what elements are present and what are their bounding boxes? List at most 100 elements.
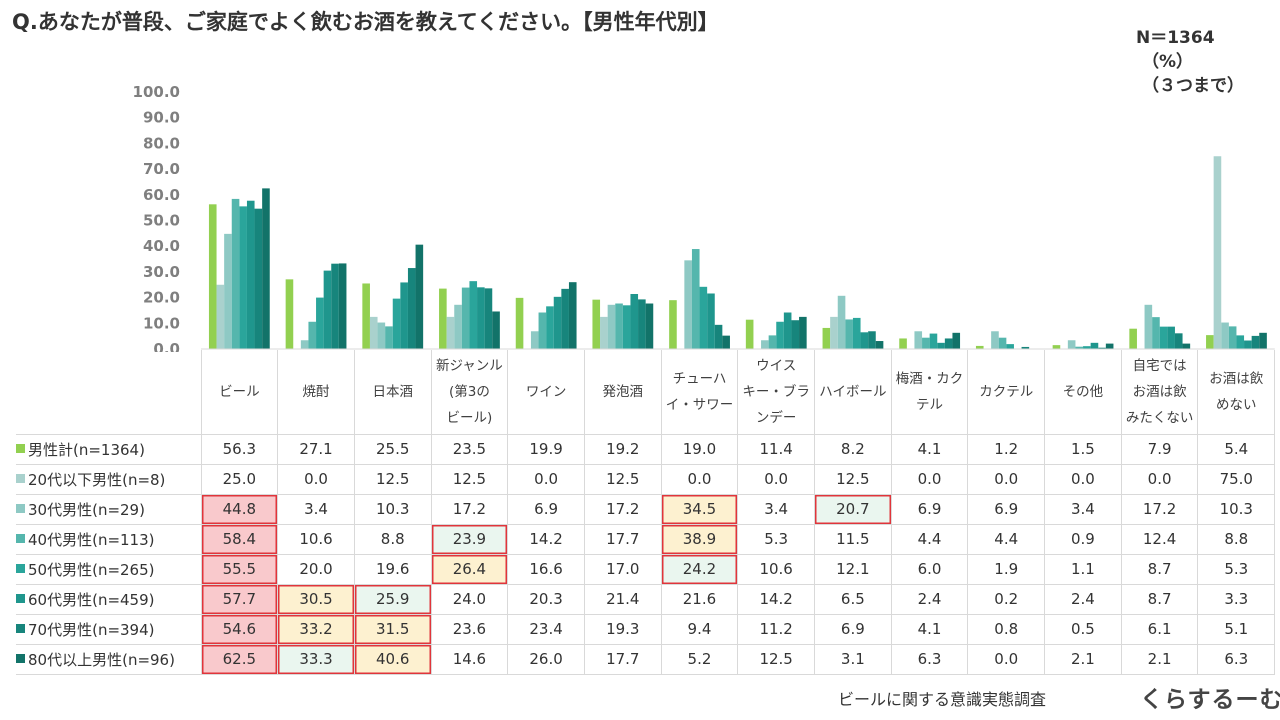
bar — [860, 332, 869, 349]
bar — [722, 335, 730, 349]
data-cell: 55.5 — [201, 554, 279, 585]
legend-swatch — [16, 473, 25, 483]
bar — [914, 331, 923, 349]
bar — [1021, 346, 1030, 349]
data-cell: 25.9 — [354, 584, 432, 615]
data-cell: 0.5 — [1044, 614, 1122, 645]
bar — [1244, 340, 1252, 349]
data-cell: 6.9 — [814, 614, 892, 645]
answer-limit-note: （３つまで） — [1142, 76, 1244, 96]
bar — [1182, 343, 1191, 349]
bar — [745, 319, 754, 349]
bar — [338, 263, 347, 349]
data-cell: 19.2 — [584, 434, 662, 465]
y-tick-label: 90.0 — [143, 109, 180, 127]
data-cell: 30.5 — [277, 584, 355, 615]
bar — [415, 244, 424, 349]
data-cell: 14.6 — [431, 644, 509, 675]
bar — [1144, 304, 1153, 349]
bar — [899, 338, 907, 349]
bar — [546, 306, 554, 349]
legend-label: 20代以下男性(n=8) — [16, 464, 202, 495]
bar — [975, 345, 984, 349]
bar — [407, 268, 416, 349]
bar — [929, 333, 938, 349]
data-cell: 19.0 — [661, 434, 739, 465]
bar — [553, 296, 562, 349]
legend-swatch — [16, 623, 25, 633]
category-label: ワイン — [507, 350, 585, 435]
bar — [1221, 322, 1229, 349]
data-cell: 14.2 — [507, 524, 585, 555]
data-cell: 27.1 — [277, 434, 355, 465]
bar — [216, 284, 225, 349]
bar — [262, 188, 270, 350]
data-cell: 0.0 — [277, 464, 355, 495]
y-tick-label: 80.0 — [143, 134, 180, 152]
bar — [446, 316, 455, 350]
category-label: 新ジャンル (第3の ビール) — [431, 350, 509, 435]
category-label: ハイボール — [814, 350, 892, 435]
legend-label: 男性計(n=1364) — [16, 434, 202, 465]
bar — [1098, 347, 1106, 349]
bar — [952, 332, 961, 349]
legend-swatch — [16, 503, 25, 513]
bar — [331, 263, 339, 349]
y-tick-label: 0.0 — [153, 340, 180, 352]
data-cell: 16.6 — [507, 554, 585, 585]
data-cell: 12.5 — [814, 464, 892, 495]
data-cell: 20.0 — [277, 554, 355, 585]
data-cell: 14.2 — [737, 584, 815, 615]
bar — [837, 295, 846, 349]
data-cell: 4.1 — [891, 614, 969, 645]
legend-swatch — [16, 653, 25, 663]
category-label: 梅酒・カク テル — [891, 350, 969, 435]
data-cell: 5.4 — [1197, 434, 1276, 465]
data-cell: 0.2 — [967, 584, 1046, 615]
data-cell: 5.1 — [1197, 614, 1276, 645]
data-cell: 21.6 — [661, 584, 739, 615]
source-caption: ビールに関する意識実態調査 — [838, 690, 1047, 709]
bar — [645, 303, 654, 349]
category-label: 焼酎 — [277, 350, 355, 435]
bar — [852, 317, 861, 349]
bar — [830, 316, 838, 350]
bar — [530, 331, 539, 349]
bar — [308, 321, 317, 349]
bar — [454, 304, 462, 349]
data-cell: 54.6 — [201, 614, 279, 645]
data-cell: 2.4 — [891, 584, 969, 615]
bar — [1090, 342, 1099, 349]
bar — [1075, 346, 1084, 349]
data-cell: 17.2 — [1121, 494, 1199, 525]
data-cell: 10.6 — [737, 554, 815, 585]
data-cell: 20.7 — [814, 494, 892, 525]
data-cell: 0.9 — [1044, 524, 1122, 555]
data-cell: 3.4 — [277, 494, 355, 525]
category-label: ビール — [201, 350, 279, 435]
data-cell: 3.4 — [1044, 494, 1122, 525]
legend-swatch — [16, 563, 25, 573]
bar — [385, 326, 393, 349]
data-cell: 17.0 — [584, 554, 662, 585]
bar — [937, 342, 945, 349]
data-cell: 17.2 — [584, 494, 662, 525]
bar — [615, 303, 623, 349]
bar — [922, 337, 930, 349]
data-cell: 0.0 — [891, 464, 969, 495]
bar — [761, 340, 769, 349]
data-cell: 12.5 — [354, 464, 432, 495]
data-cell: 0.0 — [1044, 464, 1122, 495]
bar — [515, 297, 524, 349]
bar — [461, 287, 470, 349]
category-label: その他 — [1044, 350, 1122, 435]
bar — [768, 335, 777, 349]
data-cell: 33.3 — [277, 644, 355, 675]
data-cell: 25.5 — [354, 434, 432, 465]
bar — [1213, 156, 1222, 349]
data-cell: 19.3 — [584, 614, 662, 645]
data-cell: 9.4 — [661, 614, 739, 645]
data-cell: 23.5 — [431, 434, 509, 465]
data-cell: 23.9 — [431, 524, 509, 555]
data-cell: 7.9 — [1121, 434, 1199, 465]
